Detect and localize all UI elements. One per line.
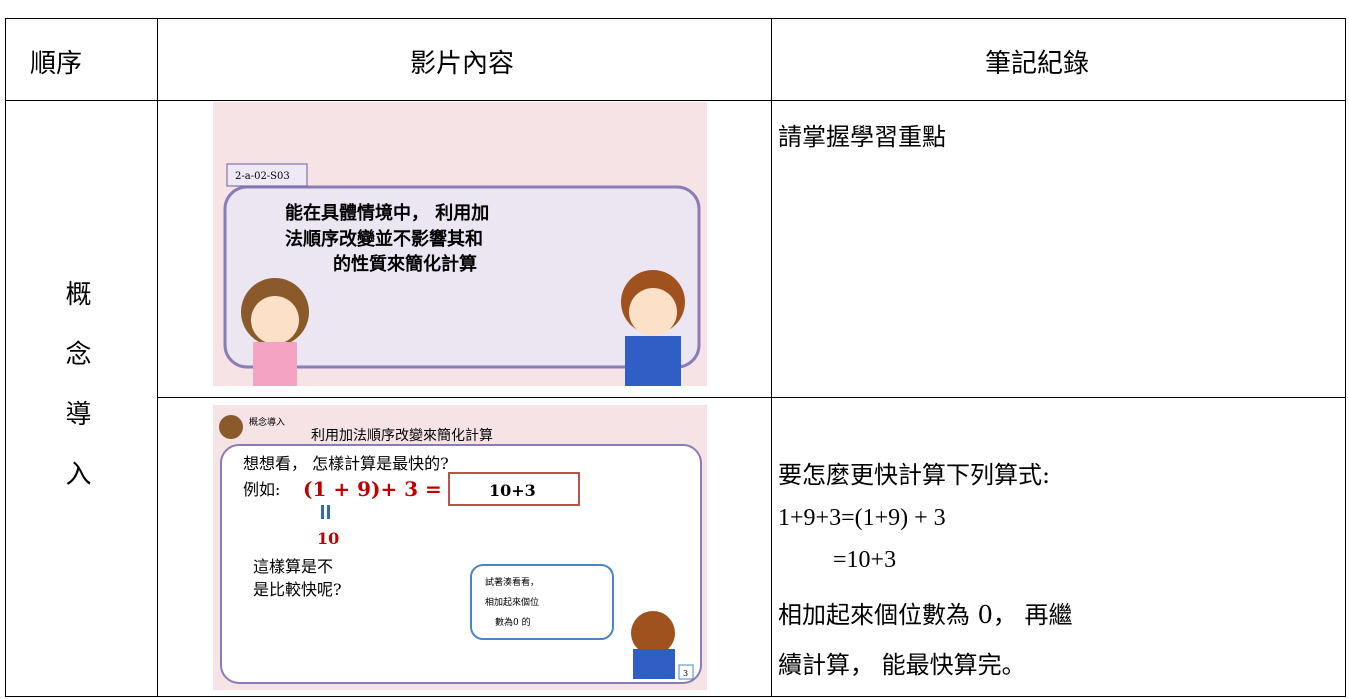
video-heading: 利用加法順序改變來簡化計算 — [311, 428, 493, 444]
video-frame: 概念導入 利用加法順序改變來簡化計算 想想看， 怎樣計算是最快的? 例如: (1… — [213, 405, 707, 690]
note: =10+3 — [833, 547, 897, 573]
note: 要怎麼更快計算下列算式: — [778, 461, 1051, 489]
video-badge: 概念導入 — [249, 416, 285, 428]
note: 續計算， 能最快算完。 — [778, 651, 1026, 679]
video-text: 能在具體情境中， 利用加 — [285, 202, 489, 224]
page-number: 3 — [683, 669, 688, 678]
note: 1+9+3=(1+9) + 3 — [778, 505, 946, 531]
header: 順序 — [30, 49, 83, 79]
video-result: 10 — [317, 529, 339, 548]
video-text: 這樣算是不 — [253, 557, 333, 576]
header: 筆記紀錄 — [985, 49, 1090, 79]
video-text: 例如: — [243, 480, 280, 499]
bubble-text: 試著湊看看， — [485, 576, 539, 588]
video-text: 的性質來簡化計算 — [333, 253, 477, 275]
bubble-text: 數為0 的 — [495, 616, 531, 628]
video-expr: (1 + 9)+ 3 = — [303, 477, 442, 501]
video-text: 想想看， 怎樣計算是最快的? — [243, 454, 449, 473]
notes-cell — [771, 397, 1346, 697]
video-text: 是比較快呢? — [253, 580, 342, 599]
video-code: 2-a-02-S03 — [235, 171, 290, 182]
video-frame: 2-a-02-S03 能在具體情境中， 利用加 法順序改變並不影響其和 的性質來… — [213, 102, 707, 386]
header: 影片內容 — [410, 49, 515, 79]
note: 請掌握學習重點 — [778, 123, 946, 151]
section-label: 概念導入 — [61, 280, 91, 520]
bubble-text: 相加起來個位 — [485, 596, 539, 608]
video-text: 法順序改變並不影響其和 — [285, 228, 483, 250]
video-answer: 10+3 — [489, 481, 536, 500]
note: 相加起來個位數為 0， 再繼 — [778, 601, 1073, 629]
